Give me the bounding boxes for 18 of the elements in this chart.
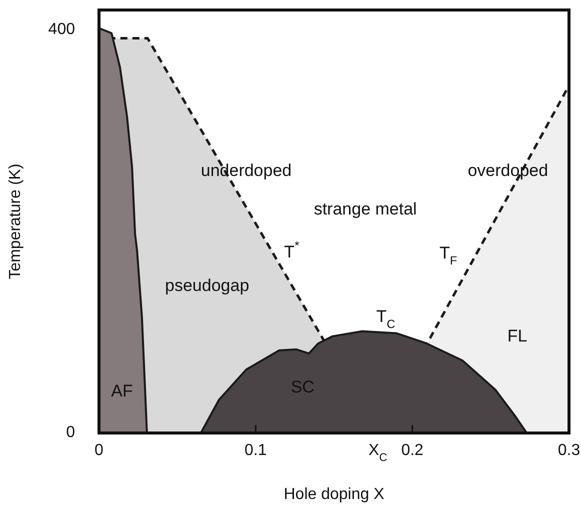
x-tick-label: X$_{C}$ bbox=[368, 442, 388, 464]
y-tick-label: 400 bbox=[48, 21, 76, 38]
annotation: pseudogap bbox=[165, 276, 250, 296]
annotation: underdoped bbox=[200, 162, 292, 181]
x-tick-label: 0.2 bbox=[401, 442, 424, 459]
annotation: FL bbox=[507, 326, 528, 346]
annotation: strange metal bbox=[314, 200, 417, 219]
annotation: T$_{C}$ bbox=[376, 308, 396, 332]
annotation: SC bbox=[290, 378, 314, 398]
x-tick-label: 0.3 bbox=[558, 442, 580, 459]
annotation: overdoped bbox=[468, 162, 548, 181]
annotation: T$_{F}$ bbox=[440, 244, 458, 268]
annotation: AF bbox=[111, 382, 133, 402]
y-axis-title: Temperature (K) bbox=[7, 164, 24, 280]
annotation: T$^{*}$ bbox=[284, 238, 300, 262]
x-axis-title: Hole doping X bbox=[284, 486, 385, 503]
x-tick-label: 0 bbox=[94, 442, 104, 459]
x-tick-label: 0.1 bbox=[244, 442, 267, 459]
